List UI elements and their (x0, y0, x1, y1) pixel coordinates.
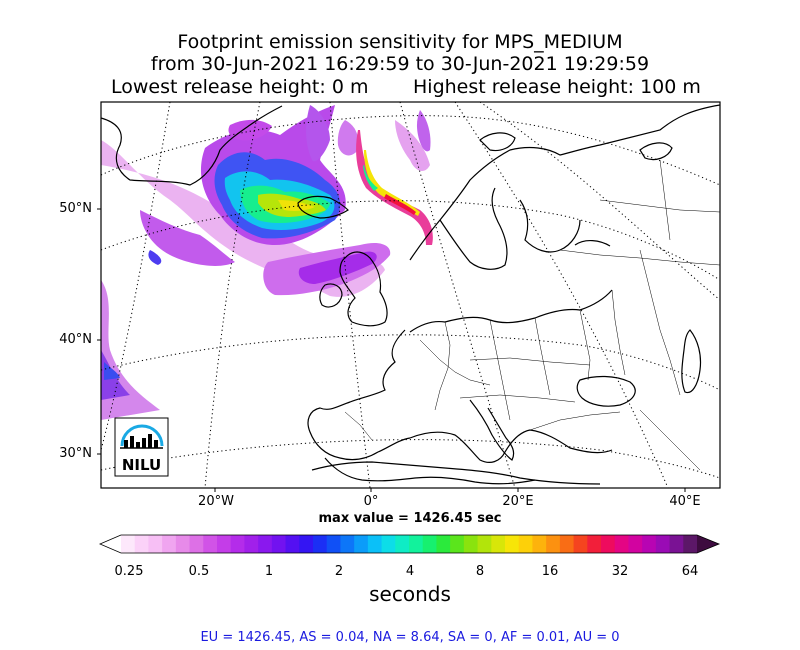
colorbar-swatch (655, 535, 671, 553)
axis-ticks (97, 208, 686, 492)
country-borders (344, 159, 720, 471)
colorbar-swatch (271, 535, 287, 553)
colorbar-swatch (285, 535, 300, 553)
lon-label-0: 0° (363, 494, 379, 509)
lat-label-50n: 50°N (59, 201, 92, 216)
colorbar-swatch (381, 535, 396, 553)
colorbar-swatch (463, 535, 479, 553)
colorbar-swatch (614, 535, 629, 553)
lon-label-40e: 40°E (669, 494, 701, 509)
max-value: max value = 1426.45 sec (318, 511, 502, 526)
colorbar-tick-label: 4 (405, 564, 415, 579)
colorbar-swatch (134, 535, 149, 553)
lat-label-30n: 30°N (59, 446, 92, 461)
colorbar-swatch (546, 535, 561, 553)
colorbar-swatch (422, 535, 437, 553)
colorbar-swatch (450, 535, 465, 553)
colorbar-tick-label: 64 (681, 564, 699, 579)
svg-text:NILU: NILU (122, 456, 161, 474)
colorbar-tick-label: 0.5 (188, 564, 210, 579)
title-line-1: Footprint emission sensitivity for MPS_M… (177, 31, 623, 53)
colorbar-swatch (121, 535, 136, 553)
colorbar-swatch (436, 535, 451, 553)
colorbar-swatch (244, 535, 259, 553)
colorbar-extend-max (697, 535, 719, 553)
colorbar-swatch (518, 535, 533, 553)
colorbar-swatch (601, 535, 616, 553)
colorbar-swatch (148, 535, 163, 553)
colorbar-swatch (354, 535, 369, 553)
colorbar-swatch (258, 535, 273, 553)
colorbar-swatch (367, 535, 383, 553)
nilu-logo: NILU (114, 417, 169, 477)
colorbar-tick-label: 2 (334, 564, 344, 579)
colorbar-swatch (491, 535, 506, 553)
colorbar-swatch (162, 535, 177, 553)
colorbar-swatch (559, 535, 575, 553)
colorbar-label: seconds (369, 582, 451, 606)
colorbar-swatch (299, 535, 314, 553)
colorbar-swatch (642, 535, 657, 553)
colorbar-swatch (175, 535, 191, 553)
colorbar-swatch (477, 535, 492, 553)
colorbar-tick-label: 32 (611, 564, 629, 579)
colorbar-swatch (189, 535, 204, 553)
colorbar-tick-label: 0.25 (114, 564, 144, 579)
colorbar-outline (98, 534, 721, 554)
colorbar-swatch (395, 535, 410, 553)
lon-label-20e: 20°E (502, 494, 534, 509)
colorbar-tick-label: 1 (264, 564, 274, 579)
colorbar-swatch (313, 535, 328, 553)
graticule (101, 102, 720, 488)
colorbar-swatch (203, 535, 218, 553)
colorbar-swatch (683, 535, 698, 553)
region-stats: EU = 1426.45, AS = 0.04, NA = 8.64, SA =… (200, 630, 620, 645)
highest-release-height: Highest release height: 100 m (413, 76, 701, 98)
lat-label-40n: 40°N (59, 332, 92, 347)
colorbar-swatch (230, 535, 245, 553)
colorbar-swatch (628, 535, 643, 553)
lowest-release-height: Lowest release height: 0 m (111, 76, 369, 98)
colorbar-swatch (505, 535, 520, 553)
title-line-2: from 30-Jun-2021 16:29:59 to 30-Jun-2021… (150, 53, 650, 75)
colorbar-swatch (573, 535, 588, 553)
colorbar-swatch (326, 535, 341, 553)
colorbar-swatch (532, 535, 547, 553)
colorbar-extend-min (100, 535, 121, 553)
colorbar-tick-label: 16 (541, 564, 559, 579)
lon-label-20w: 20°W (198, 494, 234, 509)
colorbar-swatch (217, 535, 232, 553)
colorbar-swatch (669, 535, 684, 553)
coastlines (101, 104, 720, 485)
colorbar-swatch (409, 535, 424, 553)
colorbar-swatch (587, 535, 602, 553)
map-frame (100, 101, 721, 489)
colorbar-swatch (340, 535, 355, 553)
colorbar (98, 534, 721, 554)
sensitivity-plume (101, 105, 433, 420)
colorbar-tick-label: 8 (475, 564, 485, 579)
